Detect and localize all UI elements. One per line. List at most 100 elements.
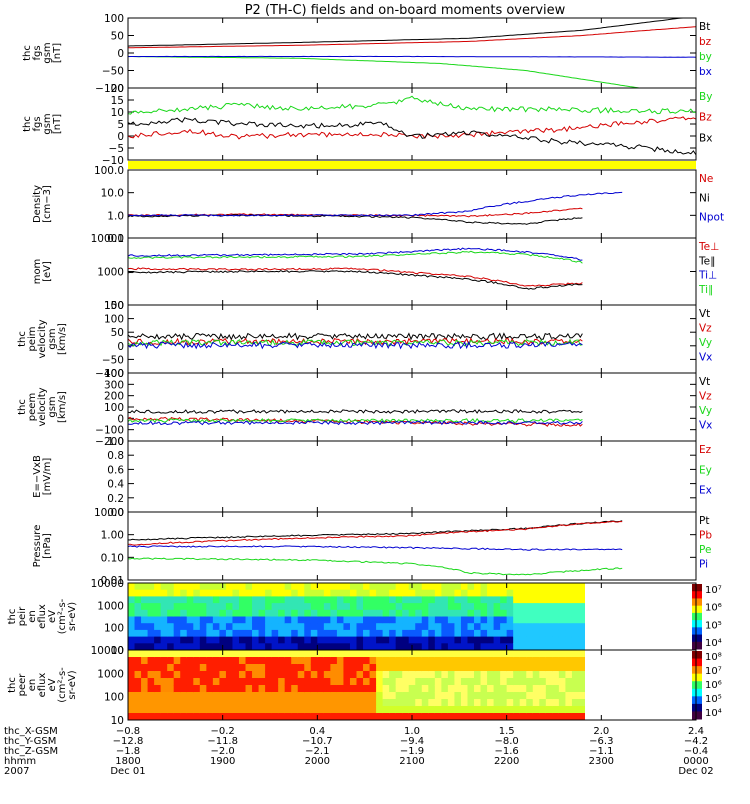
spectrogram-cell xyxy=(180,685,188,693)
y-tick-label: −100 xyxy=(95,368,124,380)
spectrogram-cell xyxy=(558,650,566,658)
spectrogram-cell xyxy=(356,706,364,714)
spectrogram-cell xyxy=(160,636,168,644)
spectrogram-cell xyxy=(265,609,273,617)
spectrogram-cell xyxy=(454,603,462,611)
spectrogram-cell xyxy=(349,685,357,693)
spectrogram-cell xyxy=(310,583,318,591)
spectrogram-cell xyxy=(545,616,553,624)
spectrogram-cell xyxy=(519,706,527,714)
legend-label: Vt xyxy=(699,308,710,320)
y-tick-label: 0 xyxy=(117,48,124,60)
spectrogram-cell xyxy=(323,596,331,604)
spectrogram-cell xyxy=(180,678,188,686)
spectrogram-cell xyxy=(558,629,566,638)
spectrogram-cell xyxy=(402,699,410,707)
series-line-vx xyxy=(127,341,583,350)
spectrogram-cell xyxy=(167,657,175,665)
spectrogram-cell xyxy=(206,589,214,597)
spectrogram-cell xyxy=(134,623,142,631)
spectrogram-cell xyxy=(238,664,247,672)
spectrogram-cell xyxy=(349,664,357,672)
spectrogram-cell xyxy=(519,699,527,707)
series-line-bz xyxy=(127,26,697,49)
spectrogram-cell xyxy=(441,713,449,721)
spectrogram-cell xyxy=(506,623,514,631)
spectrogram-cell xyxy=(376,671,384,679)
spectrogram-cell xyxy=(415,629,423,638)
spectrogram-cell xyxy=(206,596,214,604)
spectrogram-cell xyxy=(363,664,371,672)
spectrogram-cell xyxy=(493,636,501,644)
spectrogram-cell xyxy=(219,692,227,700)
spectrogram-cell xyxy=(128,643,136,651)
spectrogram-cell xyxy=(552,678,560,686)
y-tick-label: 10000 xyxy=(91,578,124,590)
spectrogram-cell xyxy=(460,589,468,597)
spectrogram-cell xyxy=(460,650,468,658)
spectrogram-cell xyxy=(519,713,527,721)
spectrogram-cell xyxy=(304,583,312,591)
spectrogram-cell xyxy=(304,685,312,693)
spectrogram-cell xyxy=(147,678,155,686)
spectrogram-cell xyxy=(199,657,207,665)
spectrogram-cell xyxy=(193,678,201,686)
spectrogram-cell xyxy=(519,596,527,604)
spectrogram-cell xyxy=(565,623,573,631)
y-tick-label: 10 xyxy=(111,107,124,119)
spectrogram-cell xyxy=(493,623,501,631)
spectrogram-cell xyxy=(349,583,357,591)
spectrogram-cell xyxy=(206,678,214,686)
spectrogram-cell xyxy=(323,706,331,714)
panel-10: thc peer en eflux eV (cm²-s-sr-eV)10000100010… xyxy=(7,645,722,727)
spectrogram-cell xyxy=(199,678,207,686)
spectrogram-cell xyxy=(141,623,149,631)
spectrogram-cell xyxy=(474,650,482,658)
spectrogram-cell xyxy=(578,589,586,597)
panel-6: thc peem velocity gsm [km/s]4003002001000−10… xyxy=(17,368,712,448)
spectrogram-cell xyxy=(539,616,547,624)
spectrogram-cell xyxy=(441,629,449,638)
spectrogram-cell xyxy=(212,583,220,591)
spectrogram-cell xyxy=(376,699,384,707)
series-line-pb xyxy=(127,520,623,546)
spectrogram-cell xyxy=(526,664,534,672)
spectrogram-cell xyxy=(526,685,534,693)
spectrogram-cell xyxy=(441,706,449,714)
spectrogram-cell xyxy=(493,583,501,591)
spectrogram-cell xyxy=(154,671,162,679)
spectrogram-cell xyxy=(532,623,540,631)
spectrogram-cell xyxy=(552,706,560,714)
spectrogram-cell xyxy=(278,706,286,714)
spectrogram-cell xyxy=(467,603,475,611)
spectrogram-cell xyxy=(369,589,377,597)
spectrogram-cell xyxy=(363,589,371,597)
spectrogram-cell xyxy=(147,636,155,644)
spectrogram-cell xyxy=(460,643,468,651)
spectrogram-cell xyxy=(147,692,155,700)
spectrogram-cell xyxy=(532,664,540,672)
spectrogram-cell xyxy=(186,671,194,679)
spectrogram-cell xyxy=(349,589,357,597)
panel-ylabel: gsm xyxy=(47,396,58,417)
panel-ylabel: [km/s] xyxy=(57,391,68,423)
colorbar-label: 10⁷ xyxy=(705,585,722,596)
spectrogram-cell xyxy=(330,657,338,665)
spectrogram-cell xyxy=(500,713,508,721)
spectrogram-cell xyxy=(487,629,495,638)
spectrogram-cell xyxy=(297,596,305,604)
spectrogram-cell xyxy=(317,657,325,665)
spectrogram-cell xyxy=(415,643,423,651)
spectrogram-cell xyxy=(343,636,351,644)
spectrogram-cell xyxy=(447,629,455,638)
spectrogram-cell xyxy=(376,596,384,604)
spectrogram-cell xyxy=(154,603,162,611)
spectrogram-cell xyxy=(558,589,566,597)
spectrogram-cell xyxy=(317,671,325,679)
y-tick-label: 10 xyxy=(111,715,124,727)
spectrogram-cell xyxy=(330,623,338,631)
spectrogram-cell xyxy=(258,678,266,686)
spectrogram-cell xyxy=(487,643,495,651)
panel-ylabel: eV xyxy=(47,610,58,623)
spectrogram-cell xyxy=(284,583,292,591)
